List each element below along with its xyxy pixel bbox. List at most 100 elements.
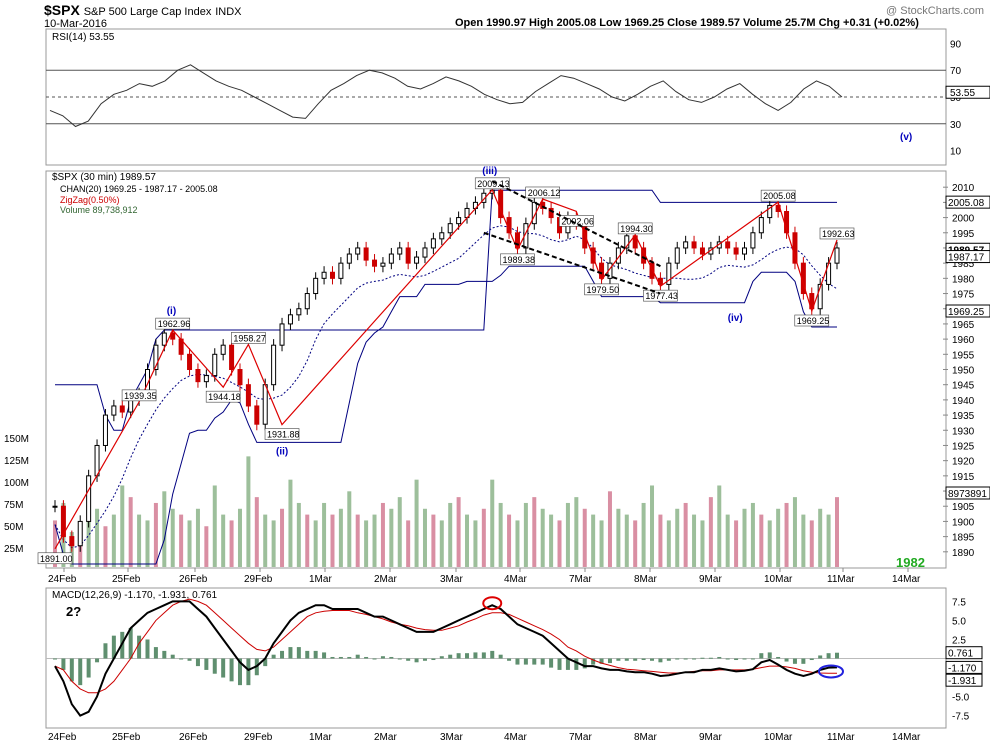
volume-bar: [658, 514, 663, 567]
candle-body: [254, 405, 260, 425]
volume-bar: [128, 497, 133, 567]
price-right-tag-label: 1987.17: [948, 253, 985, 264]
volume-bar: [574, 497, 579, 567]
price-annotation-box: [760, 189, 796, 202]
macd-hist-bar: [515, 658, 520, 665]
price-x-label: 26Feb: [179, 574, 208, 585]
candle-body: [817, 283, 823, 310]
volume-tick-label: 25M: [4, 544, 23, 555]
price-right-tag: [945, 304, 990, 318]
macd-hist-bar: [170, 654, 175, 659]
symbol: $SPX: [44, 2, 80, 18]
candle-body: [397, 247, 403, 255]
macd-hist-bar: [456, 653, 461, 659]
volume-bar: [229, 520, 234, 567]
volume-bar: [801, 514, 806, 567]
macd-hist-bar: [431, 658, 436, 661]
volume-bar: [692, 514, 697, 567]
rsi-current-tag: [945, 85, 990, 99]
macd-hist-bar: [78, 658, 83, 686]
macd-x-label: 11Mar: [827, 732, 855, 743]
macd-tick-label: 2.5: [952, 635, 966, 646]
volume-bar: [263, 514, 268, 567]
macd-hist-bar: [439, 656, 444, 659]
volume-bar: [330, 514, 335, 567]
macd-hist-bar: [616, 658, 621, 661]
macd-hist-bar: [826, 653, 831, 659]
volume-bar: [557, 520, 562, 567]
macd-hist-bar: [414, 658, 419, 663]
candle-body: [262, 384, 268, 425]
volume-bar: [406, 520, 411, 567]
macd-tick-label: -7.5: [952, 712, 970, 723]
price-x-label: 2Mar: [374, 574, 397, 585]
price-x-label: 25Feb: [112, 574, 141, 585]
macd-hist-bar: [767, 652, 772, 659]
volume-bar: [818, 508, 823, 567]
candle-body: [792, 232, 798, 264]
macd-x-label: 25Feb: [112, 732, 141, 743]
price-annotation: 1939.35: [124, 391, 157, 401]
macd-hist-bar: [759, 653, 764, 659]
macd-hist-bar: [237, 658, 242, 686]
price-x-label: 4Mar: [504, 574, 527, 585]
macd-hist-bar: [675, 658, 680, 660]
candle-body: [111, 405, 117, 416]
macd-hist-bar: [809, 658, 814, 661]
macd-hist-bar: [422, 658, 427, 661]
macd-hist-bar: [540, 658, 545, 665]
macd-hist-bar: [305, 650, 310, 659]
candle-body: [220, 344, 226, 355]
candle-body: [170, 332, 176, 340]
candle-body: [758, 217, 764, 234]
macd-hist-bar: [103, 643, 108, 659]
volume-bar: [280, 508, 285, 567]
price-annotation: 1992.63: [822, 229, 855, 239]
candle-body: [212, 353, 218, 377]
macd-hist-bar: [591, 658, 596, 665]
candle-body: [86, 475, 92, 522]
candle-body: [338, 262, 344, 279]
macd-hist-bar: [179, 658, 184, 660]
volume-bar: [565, 502, 570, 567]
volume-bar: [53, 520, 57, 567]
candle-body: [742, 247, 748, 255]
price-annotation: 2006.12: [528, 188, 561, 198]
volume-bar: [246, 456, 251, 567]
volume-bar: [465, 514, 470, 567]
volume-bar: [170, 508, 175, 567]
macd-hist-bar: [288, 647, 293, 659]
candle-body: [128, 399, 134, 413]
volume-bar: [296, 502, 301, 567]
macd-hist-bar: [565, 658, 570, 670]
volume-tick-label: 50M: [4, 522, 23, 533]
macd-hist-bar: [700, 657, 705, 659]
volume-tick-label: 75M: [4, 500, 23, 511]
volume-bar: [650, 485, 655, 567]
volume-bar: [448, 502, 453, 567]
macd-hist-bar: [683, 658, 688, 660]
candle-body: [279, 323, 285, 346]
wave-iii-label: (iii): [482, 166, 497, 177]
price-annotation-box: [559, 215, 594, 227]
candle-body: [296, 308, 302, 316]
volume-bar: [372, 514, 377, 567]
price-annotation-box: [617, 222, 653, 235]
volume-bar: [78, 537, 83, 567]
macd-right-tag-label: -1.931: [948, 676, 977, 687]
candle-body: [69, 536, 75, 547]
candle-body: [287, 314, 293, 325]
symbol-title: $SPX S&P 500 Large Cap Index INDX: [44, 2, 242, 18]
volume-bar: [532, 497, 537, 567]
macd-hist-bar: [330, 656, 335, 659]
candle-body: [245, 384, 251, 407]
macd-hist-bar: [195, 658, 200, 667]
macd-hist-bar: [624, 658, 629, 661]
macd-cross-marker-blue: [818, 664, 844, 679]
candle-body: [514, 232, 520, 249]
macd-x-label: 3Mar: [440, 732, 463, 743]
candle-body: [237, 369, 243, 386]
volume-tick-label: 125M: [4, 456, 29, 467]
watermark: @ StockCharts.com: [886, 5, 984, 17]
